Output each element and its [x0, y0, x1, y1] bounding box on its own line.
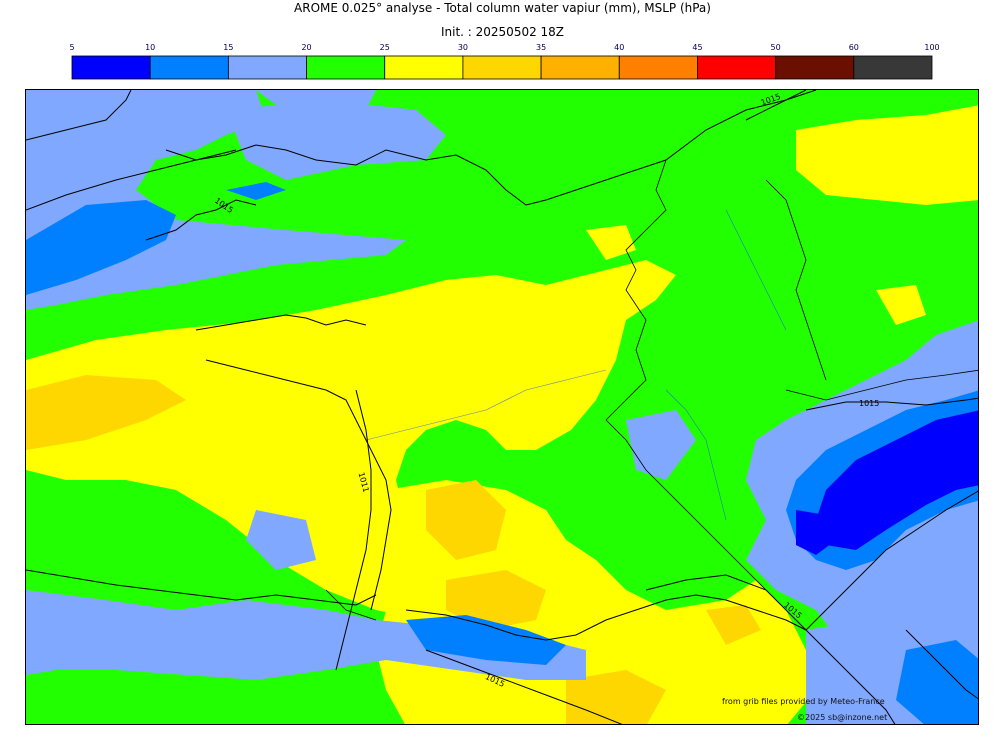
colorbar-swatch: [306, 55, 386, 80]
colorbar-swatch: [853, 55, 933, 80]
isobar-label: 1015: [859, 399, 879, 408]
colorbar-swatch: [71, 55, 151, 80]
colorbar-tick-label: 10: [145, 43, 155, 52]
colorbar-tick-label: 30: [458, 43, 468, 52]
colorbar-swatch: [227, 55, 307, 80]
isobars: [26, 90, 978, 724]
colorbar-tick-label: 45: [692, 43, 702, 52]
colorbar-swatch: [618, 55, 698, 80]
colorbar-tick-label: 20: [301, 43, 311, 52]
map-panel[interactable]: 1015 1015 1011 1015 1015 1015: [25, 89, 979, 725]
field-yellow-west: [26, 260, 676, 620]
colorbar-tick-label: 5: [69, 43, 74, 52]
colorbar-tick-label: 40: [614, 43, 624, 52]
field-darkblue-alps: [816, 410, 978, 550]
colorbar-tick-label: 60: [849, 43, 859, 52]
field-lightblue-north: [256, 90, 376, 120]
colorbar-swatch: [384, 55, 464, 80]
field-gold-west: [26, 375, 186, 450]
field-lightblue-sw-patch: [246, 510, 316, 570]
credit-copyright: ©2025 sb@inzone.net: [797, 713, 888, 722]
field-gold-south-2: [446, 570, 546, 630]
colorbar-tick-label: 35: [536, 43, 546, 52]
colorbar-tick-label: 15: [223, 43, 233, 52]
colorbar-swatch: [697, 55, 777, 80]
credit-source: from grib files provided by Meteo-France: [722, 697, 885, 706]
field-yellow-patch-center: [586, 225, 636, 260]
field-gold-east: [706, 605, 761, 645]
field-yellow-patch-east: [876, 285, 926, 325]
colorbar-swatch: [775, 55, 855, 80]
colorbar-tick-label: 25: [380, 43, 390, 52]
country-borders: [325, 159, 978, 621]
colorbar-swatch: [540, 55, 620, 80]
field-lightblue-east-center: [626, 410, 696, 480]
colorbar-tick-label: 50: [771, 43, 781, 52]
field-blue-channel: [226, 182, 286, 200]
field-blue-south-strip: [406, 615, 566, 665]
colorbar-swatch: [462, 55, 542, 80]
field-darkblue-alps-south: [796, 510, 836, 555]
field-blue-atlantic: [26, 200, 176, 295]
rivers: [365, 209, 787, 521]
field-gold-southeast: [566, 670, 666, 724]
coastlines: [26, 90, 978, 724]
water-vapour-map: 1015 1015 1011 1015 1015 1015: [26, 90, 978, 724]
map-subtitle: Init. : 20250502 18Z: [440, 25, 565, 39]
map-title: AROME 0.025° analyse - Total column wate…: [294, 1, 711, 15]
field-lightblue-uk-south: [226, 100, 446, 180]
colorbar-tick-label: 100: [924, 43, 939, 52]
field-blue-se-corner: [896, 640, 978, 724]
colorbar-swatch: [149, 55, 229, 80]
field-yellow-northeast: [796, 105, 978, 205]
field-gold-south-1: [426, 480, 506, 560]
colorbar-legend: 5 10 15 20 25 30 35 40 45 50 60 100: [69, 43, 940, 80]
